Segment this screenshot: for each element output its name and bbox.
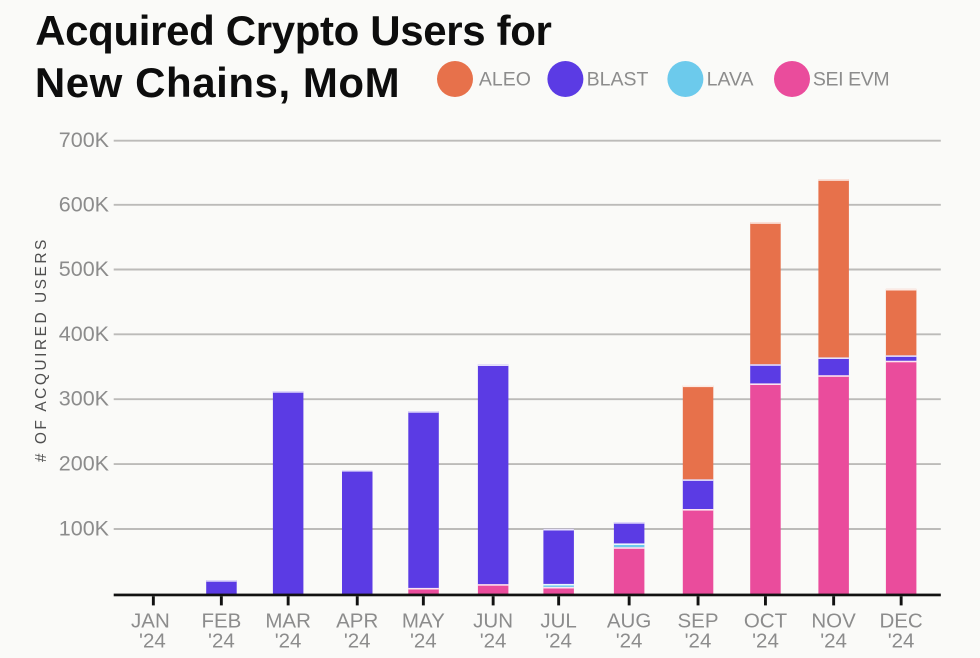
svg-text:100K: 100K [59, 517, 110, 541]
svg-text:300K: 300K [59, 387, 110, 411]
svg-text:OCT: OCT [744, 609, 788, 632]
svg-text:JAN: JAN [131, 609, 170, 632]
svg-text:SEI EVM: SEI EVM [813, 68, 889, 90]
svg-text:500K: 500K [59, 257, 110, 281]
svg-text:'24: '24 [275, 630, 302, 653]
svg-text:'24: '24 [208, 630, 235, 653]
svg-text:BLAST: BLAST [587, 68, 649, 90]
svg-text:# OF ACQUIRED USERS: # OF ACQUIRED USERS [33, 237, 50, 462]
svg-text:'24: '24 [685, 630, 712, 653]
svg-text:DEC: DEC [879, 609, 922, 632]
svg-text:JUN: JUN [473, 609, 513, 632]
svg-text:New Chains, MoM: New Chains, MoM [35, 59, 400, 106]
svg-text:MAR: MAR [265, 609, 311, 632]
svg-text:700K: 700K [59, 128, 110, 152]
svg-text:400K: 400K [59, 322, 110, 346]
svg-text:NOV: NOV [811, 609, 856, 632]
svg-text:'24: '24 [344, 630, 371, 653]
svg-text:ALEO: ALEO [479, 68, 531, 90]
svg-text:'24: '24 [480, 630, 507, 653]
svg-text:JUL: JUL [540, 609, 576, 632]
svg-text:MAY: MAY [402, 609, 445, 632]
svg-text:600K: 600K [59, 192, 110, 216]
svg-text:'24: '24 [820, 630, 847, 653]
svg-text:'24: '24 [888, 630, 915, 653]
svg-text:SEP: SEP [677, 609, 718, 632]
svg-text:APR: APR [336, 609, 378, 632]
svg-text:'24: '24 [752, 630, 779, 653]
svg-text:'24: '24 [616, 630, 643, 653]
svg-text:AUG: AUG [607, 609, 651, 632]
svg-text:'24: '24 [545, 630, 572, 653]
svg-text:'24: '24 [410, 630, 437, 653]
svg-text:Acquired Crypto Users for: Acquired Crypto Users for [35, 7, 551, 54]
svg-text:'24: '24 [139, 630, 166, 653]
svg-text:LAVA: LAVA [707, 68, 754, 90]
svg-text:FEB: FEB [201, 609, 241, 632]
svg-text:200K: 200K [59, 452, 110, 476]
